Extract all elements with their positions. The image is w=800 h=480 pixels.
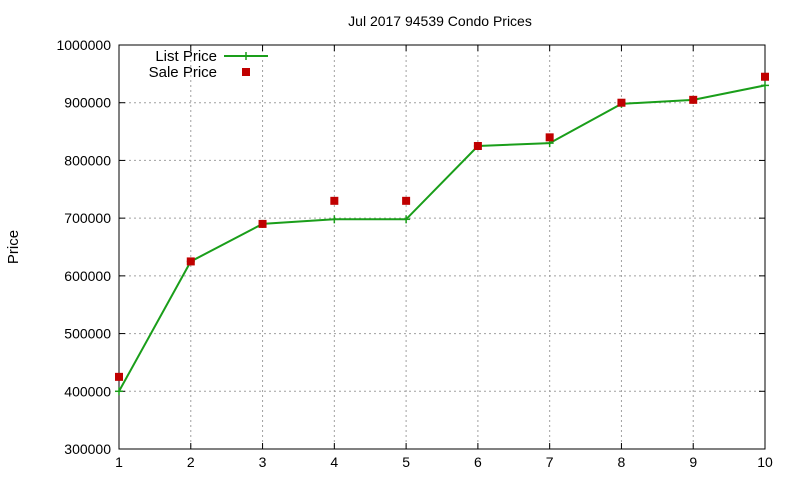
y-tick-label: 300000 [64,441,111,457]
sale-price-point [258,219,267,228]
sale-price-point [617,98,626,107]
chart-title: Jul 2017 94539 Condo Prices [348,13,532,29]
list-price-point [115,387,123,396]
y-tick-label: 700000 [64,210,111,226]
legend: List Price Sale Price [149,48,268,81]
x-tick-label: 6 [474,454,482,470]
legend-marker-list-price [242,52,250,60]
series-layer [115,72,769,396]
sale-price-point [330,196,339,205]
plot-frame [118,44,766,450]
x-tick-label: 1 [115,454,123,470]
y-tick-label: 1000000 [56,37,111,53]
x-tick-label: 2 [187,454,195,470]
y-tick-label: 900000 [64,95,111,111]
sale-price-point [473,142,482,150]
x-tick-label: 4 [330,454,338,470]
x-tick-label: 3 [259,454,267,470]
sale-price-point [761,72,769,81]
y-axis-label: Price [5,230,22,264]
x-tick-label: 5 [402,454,410,470]
x-tick-label: 7 [546,454,554,470]
legend-label-sale-price: Sale Price [149,64,217,81]
sale-price-point [186,257,195,266]
x-tick-label: 9 [689,454,697,470]
list-price-point [402,215,411,224]
y-tick-label: 600000 [64,268,111,284]
list-price-point [330,215,339,224]
sale-price-point [115,372,123,381]
y-tick-label: 400000 [64,383,111,399]
series-line-list-price [118,84,766,392]
axis-ticks: 300000 400000 500000 600000 700000 800000 9000… [56,37,773,470]
y-tick-label: 500000 [64,326,111,342]
y-tick-label: 800000 [64,152,111,168]
sale-price-point [689,95,698,104]
grid-lines [119,45,765,449]
x-tick-label: 8 [618,454,626,470]
list-price-point [761,81,769,90]
legend-marker-sale-price [242,68,250,76]
sale-price-point [402,196,411,205]
legend-label-list-price: List Price [155,48,217,65]
x-tick-label: 10 [757,454,773,470]
sale-price-point [545,133,554,142]
